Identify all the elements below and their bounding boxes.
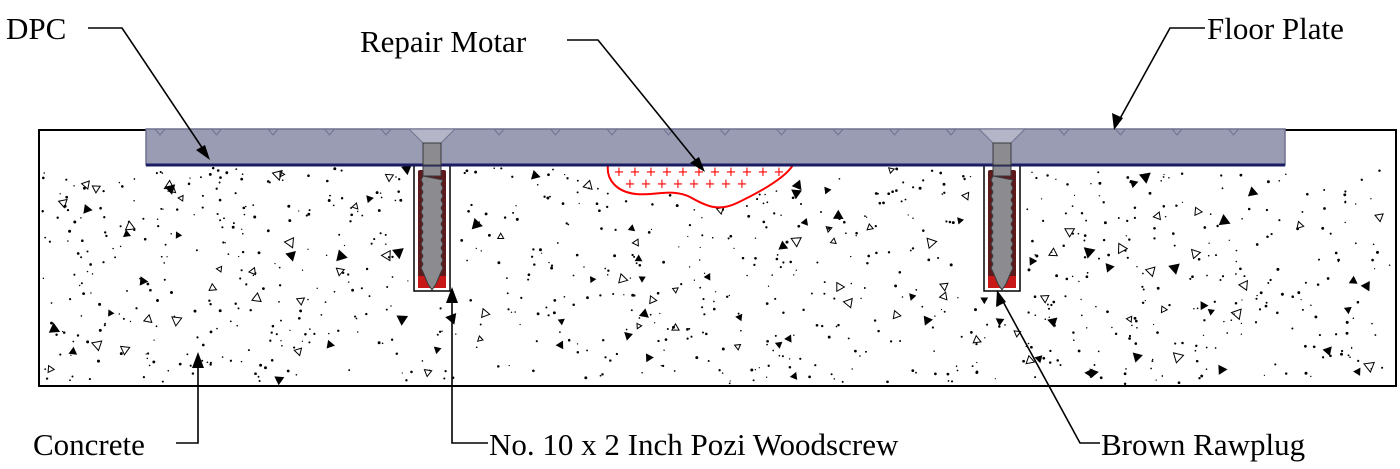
repair-mortar-patch: + + + + + + + + + + ++ + + + + + + + — [606, 164, 795, 209]
woodscrew-label: No. 10 x 2 Inch Pozi Woodscrew — [489, 427, 899, 462]
screw-thread-right — [990, 175, 1014, 291]
dpc-leader — [88, 27, 208, 156]
svg-text:+: + — [689, 177, 700, 192]
screw-thread-left — [420, 175, 444, 291]
svg-text:+: + — [721, 177, 732, 192]
svg-text:+: + — [662, 165, 673, 180]
svg-text:+: + — [694, 165, 705, 180]
woodscrew-leader — [451, 294, 488, 444]
leader-lines — [88, 27, 1205, 444]
repair-mortar-label: Repair Motar — [360, 24, 527, 59]
dpc-label: DPC — [6, 11, 66, 46]
svg-text:+: + — [774, 165, 785, 180]
svg-text:+: + — [625, 177, 636, 192]
rawplug-label: Brown Rawplug — [1101, 427, 1305, 462]
svg-text:+: + — [641, 177, 652, 192]
floor-plate-leader — [1116, 27, 1205, 125]
svg-text:+: + — [673, 177, 684, 192]
rawplug-leader — [999, 295, 1100, 444]
svg-text:+: + — [678, 165, 689, 180]
svg-text:+: + — [630, 165, 641, 180]
svg-text:+: + — [742, 165, 753, 180]
concrete-leader — [176, 360, 199, 444]
floor-plate — [145, 128, 1286, 167]
concrete-label: Concrete — [33, 427, 145, 462]
svg-text:+: + — [710, 165, 721, 180]
svg-text:+: + — [705, 177, 716, 192]
floor-plate-label: Floor Plate — [1207, 11, 1344, 46]
svg-text:+: + — [758, 165, 769, 180]
repair-mortar-leader — [567, 39, 702, 168]
svg-text:+: + — [737, 177, 748, 192]
svg-text:+: + — [646, 165, 657, 180]
concrete-aggregate-texture — [41, 165, 1391, 386]
woodscrew-right — [977, 129, 1027, 292]
svg-text:+: + — [726, 165, 737, 180]
svg-text:+: + — [614, 165, 625, 180]
svg-text:+: + — [657, 177, 668, 192]
